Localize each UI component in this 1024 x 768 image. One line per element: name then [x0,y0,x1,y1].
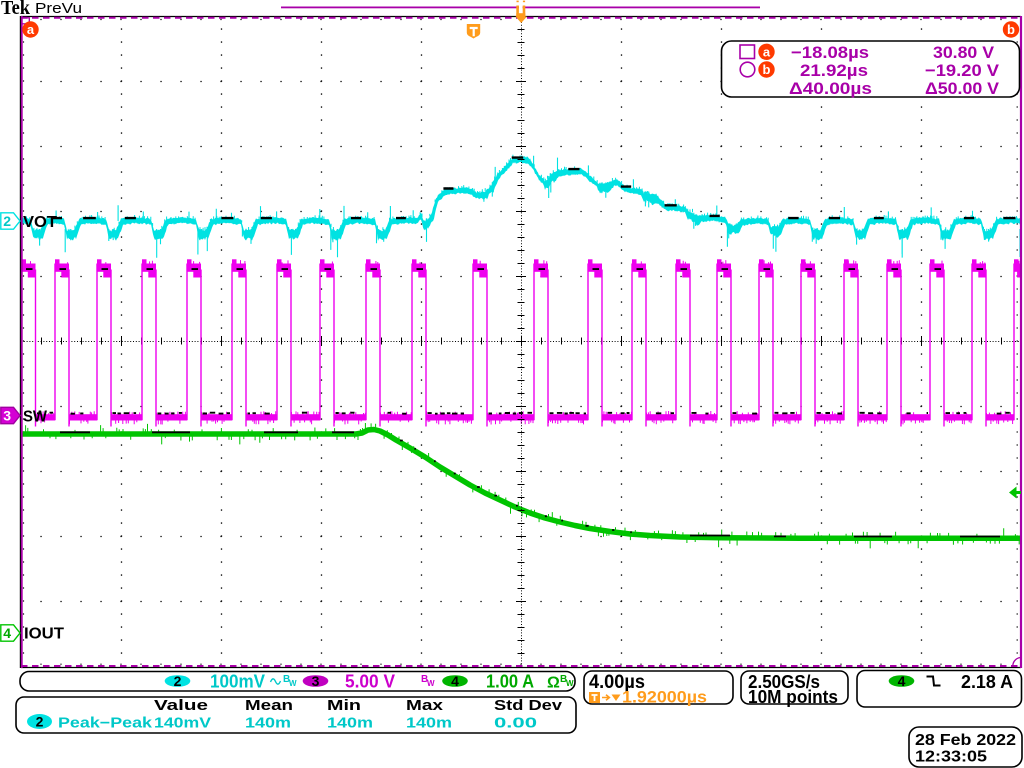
svg-text:IOUT: IOUT [24,626,64,643]
svg-text:Ω: Ω [547,675,560,692]
svg-text:3: 3 [3,408,11,424]
svg-text:5.00 V: 5.00 V [345,672,395,692]
svg-text:W: W [427,679,435,688]
svg-text:2.50GS/s: 2.50GS/s [748,672,820,692]
svg-text:1.92000µs: 1.92000µs [622,688,707,707]
svg-text:21.92µs: 21.92µs [800,61,868,80]
svg-text:B: B [560,674,567,685]
svg-text:−18.08µs: −18.08µs [791,43,869,62]
svg-text:a: a [27,22,35,37]
svg-text:4: 4 [451,673,459,689]
svg-text:B: B [283,674,290,685]
svg-text:Δ50.00 V: Δ50.00 V [925,79,1000,98]
svg-text:Δ40.00µs: Δ40.00µs [789,79,872,98]
svg-text:PreVu: PreVu [35,1,82,17]
svg-text:W: W [566,679,574,688]
svg-text:VOT: VOT [23,214,57,231]
svg-text:Max: Max [406,697,444,714]
svg-text:28 Feb 2022: 28 Feb 2022 [915,732,1016,749]
svg-text:140m: 140m [245,715,291,732]
svg-text:4: 4 [3,625,11,641]
svg-text:Tek: Tek [1,0,31,19]
svg-text:Peak−Peak: Peak−Peak [58,715,153,732]
svg-text:2: 2 [174,673,182,689]
svg-text:10M points: 10M points [748,687,838,707]
svg-text:100mV: 100mV [210,672,265,692]
svg-text:0.00: 0.00 [494,715,537,732]
svg-text:1.00 A: 1.00 A [486,672,534,692]
svg-text:2: 2 [3,213,11,229]
svg-text:140mV: 140mV [154,715,211,732]
svg-text:b: b [763,62,771,77]
svg-text:SW: SW [23,409,48,426]
svg-text:−19.20 V: −19.20 V [925,61,1000,80]
svg-text:30.80 V: 30.80 V [933,43,995,62]
svg-text:Value: Value [154,697,208,714]
svg-text:a: a [763,44,771,59]
svg-text:2.18 A: 2.18 A [961,672,1013,692]
svg-text:b: b [1007,22,1015,37]
svg-text:Min: Min [327,697,361,714]
svg-text:140m: 140m [327,715,373,732]
svg-text:W: W [289,679,297,688]
svg-text:Std Dev: Std Dev [494,697,563,714]
svg-text:4.00µs: 4.00µs [589,672,645,693]
svg-text:B: B [421,674,428,685]
svg-text:Mean: Mean [245,697,293,714]
svg-text:140m: 140m [406,715,452,732]
svg-text:12:33:05: 12:33:05 [915,749,987,766]
svg-text:4: 4 [898,673,906,689]
svg-text:2: 2 [36,714,44,730]
svg-text:3: 3 [312,673,320,689]
